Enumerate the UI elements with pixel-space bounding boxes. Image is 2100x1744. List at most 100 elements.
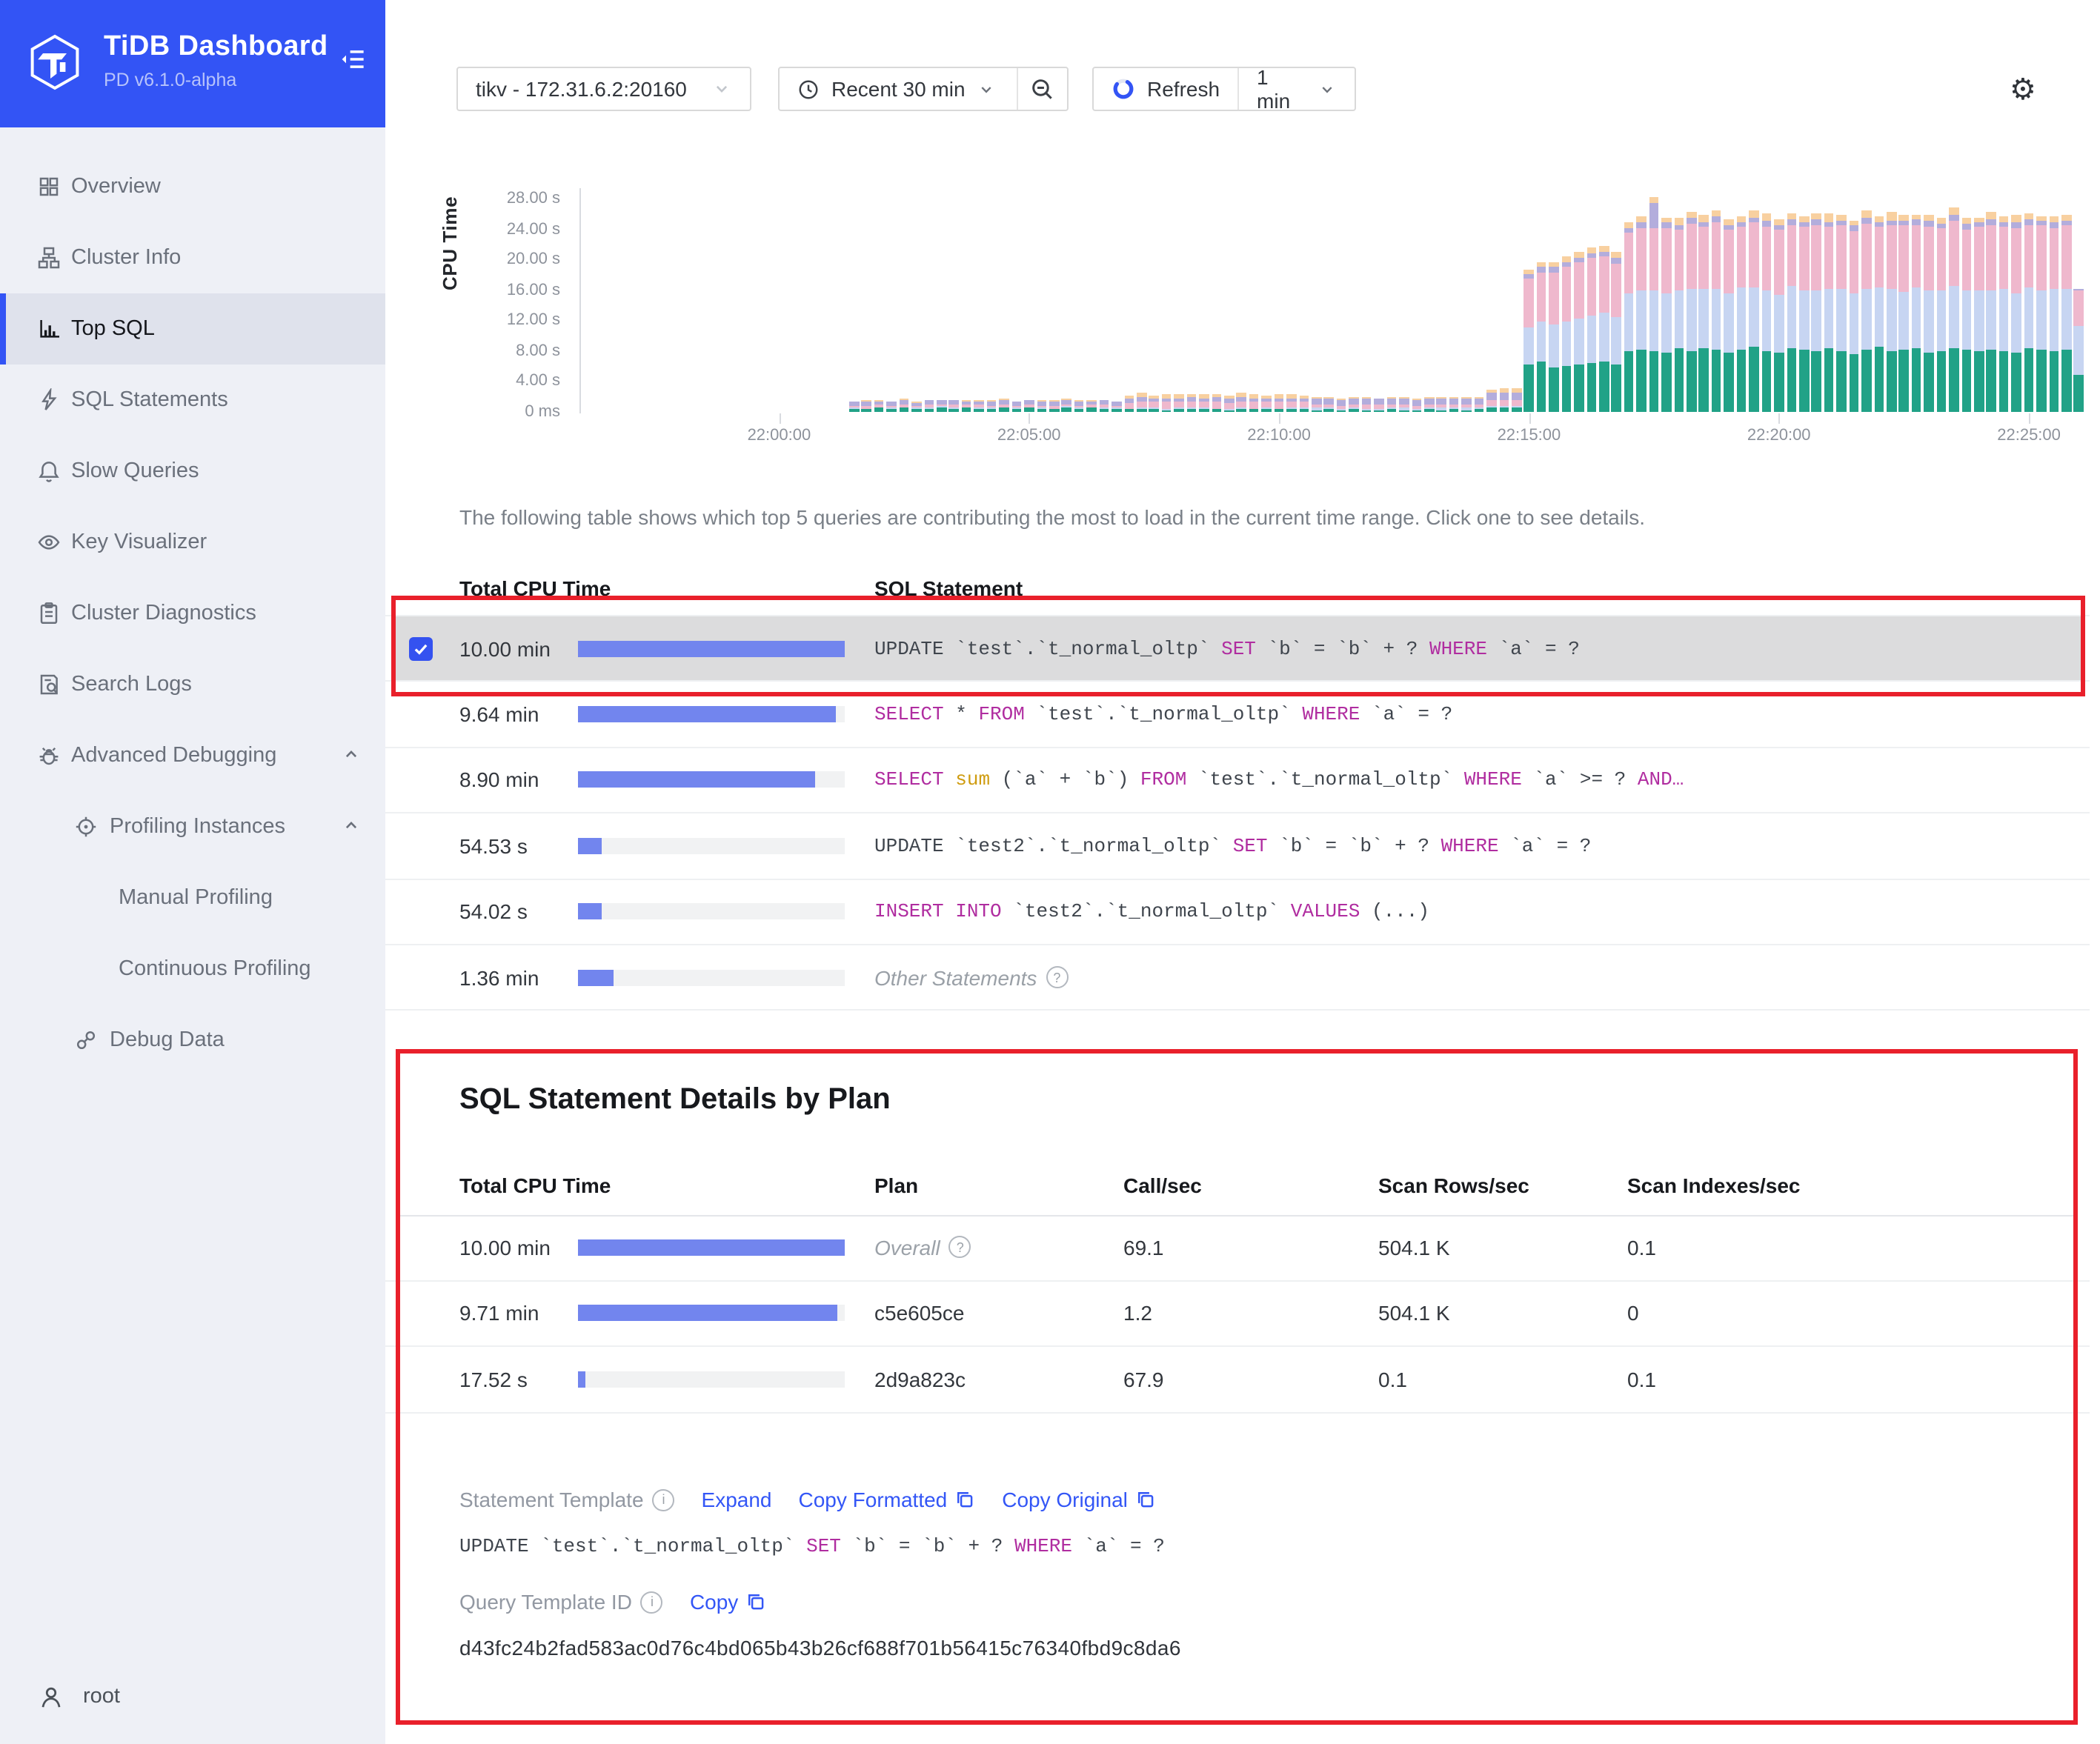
chart-bar[interactable]: [1524, 270, 1534, 412]
chart-bar[interactable]: [1698, 215, 1709, 412]
chart-bar[interactable]: [924, 399, 934, 412]
chart-bar[interactable]: [1636, 216, 1647, 412]
chart-bar[interactable]: [849, 401, 860, 412]
chart-bar[interactable]: [1974, 217, 1984, 412]
refresh-button[interactable]: Refresh: [1094, 68, 1237, 110]
chart-bar[interactable]: [1486, 389, 1497, 412]
chart-bar[interactable]: [1361, 396, 1372, 412]
chart-bar[interactable]: [1049, 400, 1060, 412]
chart-bar[interactable]: [2024, 213, 2034, 412]
expand-link[interactable]: Expand: [701, 1488, 772, 1511]
chart-bar[interactable]: [1011, 401, 1022, 412]
top-sql-row[interactable]: 9.64 min SELECT * FROM `test`.`t_normal_o…: [385, 682, 2090, 748]
row-checkbox[interactable]: [409, 636, 433, 661]
chart-bar[interactable]: [1112, 401, 1122, 412]
question-circle-icon[interactable]: ?: [1046, 966, 1069, 989]
sidebar-item-sql-statements[interactable]: SQL Statements: [0, 365, 385, 436]
chart-bar[interactable]: [1511, 388, 1522, 412]
chart-bar[interactable]: [1099, 399, 1109, 412]
plan-row[interactable]: 9.71 min c5e605ce 1.2 504.1 K 0: [385, 1281, 2090, 1348]
chart-bar[interactable]: [1811, 213, 1821, 412]
instance-select[interactable]: tikv - 172.31.6.2:20160: [456, 67, 751, 111]
chart-bar[interactable]: [1249, 394, 1259, 412]
chart-bar[interactable]: [986, 400, 997, 412]
chart-bar[interactable]: [1998, 216, 2009, 412]
sidebar-item-cluster-diagnostics[interactable]: Cluster Diagnostics: [0, 578, 385, 649]
chart-bar[interactable]: [1349, 397, 1359, 412]
chart-bar[interactable]: [2061, 215, 2072, 412]
sidebar-item-profiling-instances[interactable]: Profiling Instances: [0, 791, 385, 862]
chart-bar[interactable]: [1536, 262, 1546, 412]
chart-bar[interactable]: [1911, 214, 1921, 412]
chart-bar[interactable]: [1736, 216, 1747, 412]
chart-bar[interactable]: [1849, 220, 1859, 412]
chart-bar[interactable]: [1274, 393, 1284, 412]
chart-bar[interactable]: [1037, 400, 1047, 412]
top-sql-row[interactable]: 10.00 min UPDATE `test`.`t_normal_oltp` S…: [385, 616, 2090, 682]
chart-bar[interactable]: [1399, 397, 1409, 412]
chart-bar[interactable]: [1449, 397, 1459, 412]
user-menu[interactable]: root: [0, 1649, 385, 1744]
top-sql-row[interactable]: 8.90 min SELECT sum (`a` + `b`) FROM `tes…: [385, 748, 2090, 814]
chart-bar[interactable]: [2073, 288, 2084, 412]
chart-bar[interactable]: [1599, 246, 1609, 412]
copy-original-link[interactable]: Copy Original: [1002, 1488, 1156, 1511]
chart-bar[interactable]: [1949, 207, 1959, 412]
chart-bar[interactable]: [1749, 210, 1759, 412]
info-circle-icon[interactable]: i: [652, 1488, 675, 1511]
sidebar-item-advanced-debugging[interactable]: Advanced Debugging: [0, 720, 385, 791]
zoom-out-button[interactable]: [1018, 68, 1067, 110]
sidebar-item-debug-data[interactable]: Debug Data: [0, 1005, 385, 1076]
chart-bar[interactable]: [1412, 398, 1422, 412]
chart-bar[interactable]: [1687, 211, 1697, 412]
sidebar-item-slow-queries[interactable]: Slow Queries: [0, 436, 385, 507]
top-sql-row[interactable]: 54.02 s INSERT INTO `test2`.`t_normal_olt…: [385, 879, 2090, 945]
plan-row[interactable]: 10.00 min Overall? 69.1 504.1 K 0.1: [385, 1215, 2090, 1282]
chart-bar[interactable]: [1474, 397, 1484, 412]
sidebar-item-key-visualizer[interactable]: Key Visualizer: [0, 507, 385, 578]
chart-bar[interactable]: [1236, 393, 1247, 412]
chart-bar[interactable]: [861, 400, 872, 412]
chart-bar[interactable]: [1861, 210, 1872, 412]
sidebar-item-overview[interactable]: Overview: [0, 151, 385, 222]
chart-bar[interactable]: [1199, 393, 1209, 412]
sidebar-item-continuous-profiling[interactable]: Continuous Profiling: [0, 933, 385, 1005]
chart-bar[interactable]: [911, 402, 922, 412]
chart-bar[interactable]: [2011, 215, 2021, 412]
chart-bar[interactable]: [899, 399, 909, 412]
chart-bar[interactable]: [1624, 222, 1634, 412]
chart-bar[interactable]: [1386, 397, 1397, 412]
chart-bar[interactable]: [1374, 398, 1384, 412]
sidebar-item-cluster-info[interactable]: Cluster Info: [0, 222, 385, 293]
chart-bar[interactable]: [1661, 217, 1672, 412]
chart-bar[interactable]: [948, 399, 960, 412]
chart-bar[interactable]: [1061, 399, 1071, 412]
chart-bar[interactable]: [1161, 394, 1172, 412]
chart-bar[interactable]: [1761, 213, 1772, 412]
sidebar-collapse-icon[interactable]: [339, 46, 366, 73]
chart-bar[interactable]: [1261, 395, 1272, 412]
chart-bar[interactable]: [961, 400, 971, 412]
copy-formatted-link[interactable]: Copy Formatted: [799, 1488, 976, 1511]
chart-bar[interactable]: [1299, 395, 1309, 412]
refresh-interval-select[interactable]: 1 min: [1239, 65, 1355, 113]
chart-bar[interactable]: [886, 401, 897, 412]
chart-bar[interactable]: [999, 399, 1009, 412]
chart-bar[interactable]: [1836, 214, 1847, 412]
chart-bar[interactable]: [1074, 400, 1084, 412]
chart-bar[interactable]: [1774, 219, 1784, 412]
chart-bar[interactable]: [1561, 256, 1572, 412]
time-range-select[interactable]: Recent 30 min: [780, 68, 1017, 110]
chart-bar[interactable]: [1674, 217, 1684, 412]
chart-bar[interactable]: [1711, 210, 1721, 412]
chart-bar[interactable]: [1461, 397, 1472, 412]
chart-bar[interactable]: [1649, 197, 1659, 412]
chart-bar[interactable]: [1874, 216, 1884, 412]
copy-id-link[interactable]: Copy: [690, 1590, 766, 1614]
chart-bar[interactable]: [1423, 397, 1435, 412]
chart-bar[interactable]: [1024, 399, 1034, 412]
chart-bar[interactable]: [1586, 247, 1597, 412]
chart-bar[interactable]: [1212, 393, 1222, 412]
chart-bar[interactable]: [1323, 397, 1335, 412]
chart-bar[interactable]: [1611, 251, 1622, 412]
